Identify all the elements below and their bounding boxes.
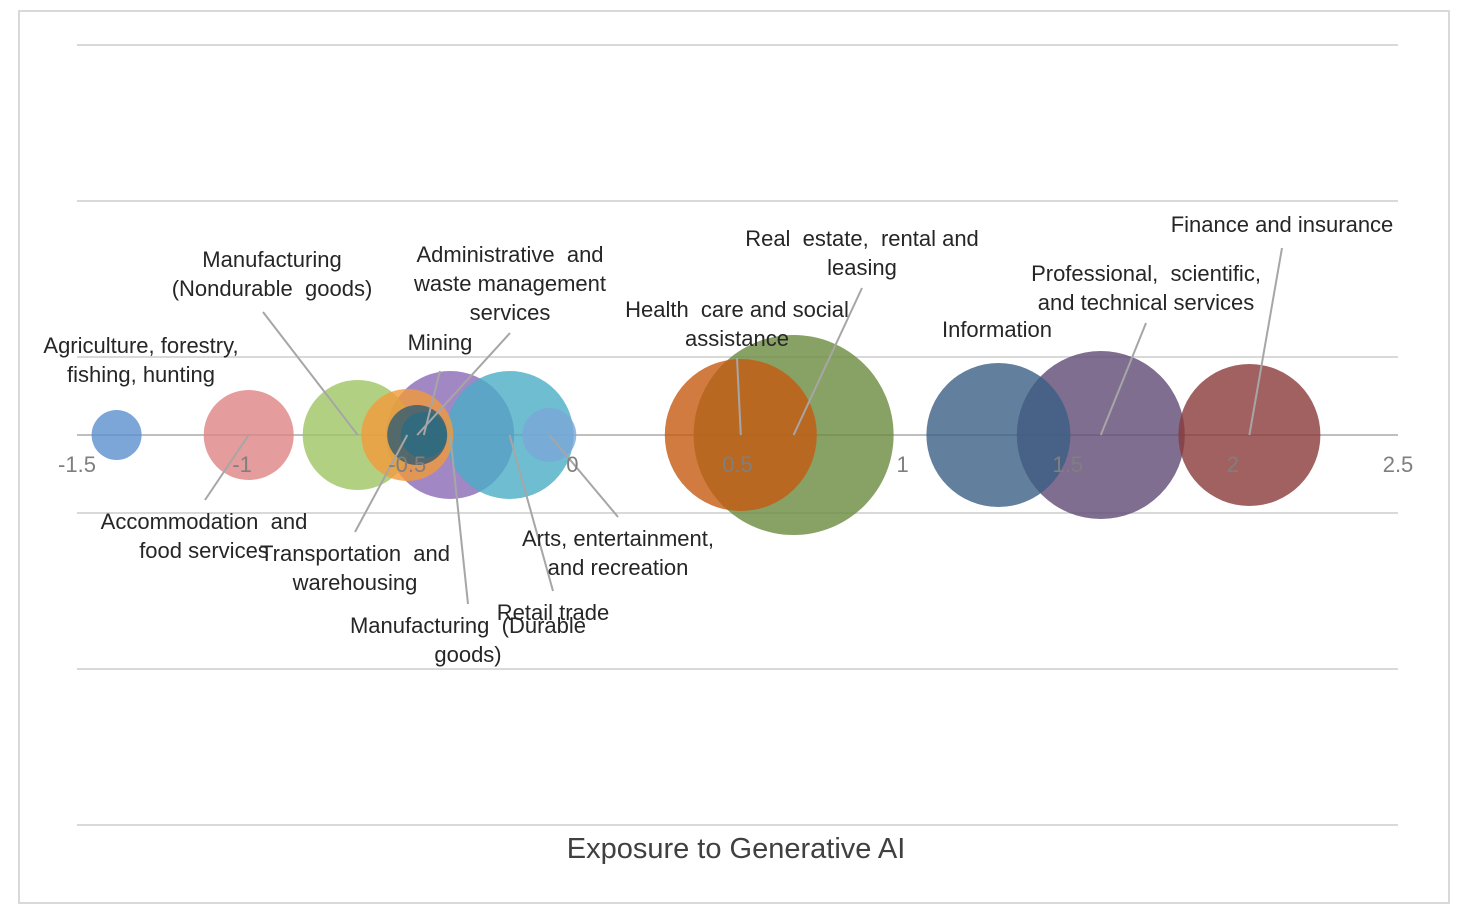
leader-line-4 [449,434,469,605]
leader-line-3 [354,434,409,533]
x-tick-label: 2.5 [1383,452,1414,477]
data-label-0: fishing, hunting [67,362,215,387]
data-label-4: Manufacturing (Durable [350,613,586,638]
data-label-2: (Nondurable goods) [172,276,373,301]
x-tick-label: -1 [232,452,252,477]
data-label-7: services [470,300,551,325]
x-tick-label: -0.5 [388,452,426,477]
leader-line-1 [204,434,250,501]
data-label-12: Professional, scientific, [1031,261,1261,286]
bubble-11 [926,363,1071,507]
data-label-2: Manufacturing [202,247,341,272]
bubbles [91,335,1321,535]
data-label-7: waste management [413,271,606,296]
leader-line-9 [736,357,742,436]
data-label-8: and recreation [548,555,689,580]
data-label-9: Health care and social [625,297,849,322]
leader-line-12 [1099,322,1147,436]
data-label-1: food services [139,538,269,563]
data-label-10: Real estate, rental and [745,226,979,251]
x-tick-label: 2 [1227,452,1239,477]
leader-line-5 [508,434,554,592]
x-tick-label: 1.5 [1052,452,1083,477]
data-label-12: and technical services [1038,290,1254,315]
leader-line-7 [416,332,511,436]
data-label-8: Arts, entertainment, [522,526,714,551]
data-label-0: Agriculture, forestry, [43,333,238,358]
data-label-1: Accommodation and [101,509,308,534]
leader-line-2 [262,311,359,436]
data-label-5: Retail trade [497,600,610,625]
x-tick-label: 0.5 [722,452,753,477]
data-label-11: Information [942,317,1052,342]
x-tick-labels: -1.5 -1 -0.5 0 0.5 1 1.5 2 2.5 [58,452,1413,477]
data-label-13: Finance and insurance [1171,212,1394,237]
x-axis-title: Exposure to Generative AI [567,833,906,865]
data-label-3: Transportation and [260,541,450,566]
x-tick-label: -1.5 [58,452,96,477]
bubble-1 [203,390,294,480]
data-label-10: leasing [827,255,897,280]
leader-line-10 [792,287,863,436]
data-label-4: goods) [434,642,501,667]
leader-line-13 [1248,247,1283,436]
x-tick-label: 1 [897,452,909,477]
data-labels: Agriculture, forestry, fishing, hunting Ac… [43,212,1393,667]
bubble-5 [445,371,574,499]
x-tick-label: 0 [566,452,578,477]
data-label-6: Mining [408,330,473,355]
leader-lines [204,247,1283,605]
data-label-7: Administrative and [416,242,603,267]
bubble-0 [91,410,142,460]
leader-line-8 [548,434,619,518]
data-label-3: warehousing [292,570,418,595]
data-label-9: assistance [685,326,789,351]
